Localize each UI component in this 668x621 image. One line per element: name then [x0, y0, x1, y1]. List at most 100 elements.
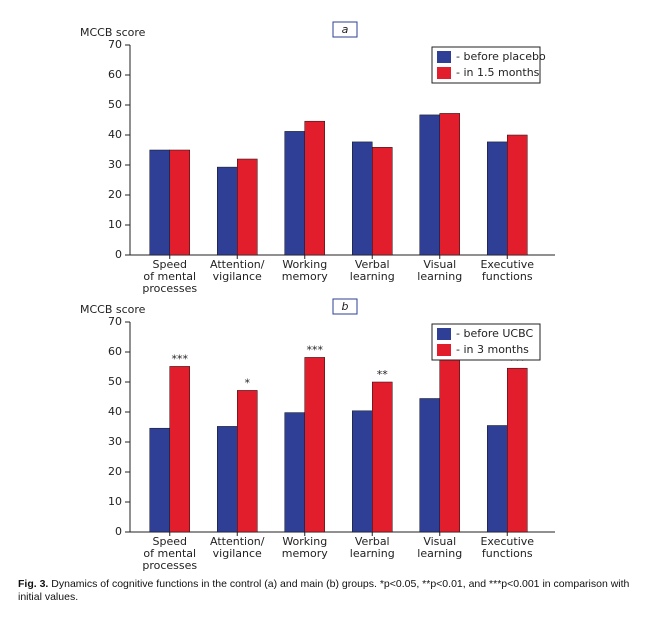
- text-line: 40: [108, 405, 122, 418]
- y-tick-label: 20: [108, 188, 122, 201]
- text-line: 10: [108, 218, 122, 231]
- text-line: **: [377, 368, 389, 381]
- text-line: b: [342, 300, 349, 313]
- text-line: Visual: [423, 535, 456, 548]
- legend-swatch: [437, 344, 451, 356]
- text-line: learning: [417, 270, 462, 283]
- text-line: 0: [115, 525, 122, 538]
- y-tick-label: 40: [108, 128, 122, 141]
- bar: [352, 410, 373, 533]
- text-line: 30: [108, 158, 122, 171]
- bar: [372, 147, 393, 256]
- caption-label: Fig. 3.: [18, 578, 49, 590]
- significance-label: **: [377, 368, 389, 381]
- panel-box: [332, 298, 358, 315]
- text-line: of mental: [143, 547, 196, 560]
- text-line: processes: [142, 559, 197, 572]
- legend-swatch: [437, 67, 451, 79]
- text-line: Working: [282, 535, 327, 548]
- text-line: vigilance: [213, 270, 262, 283]
- text-line: 60: [108, 345, 122, 358]
- bar: [372, 381, 393, 533]
- bar: [284, 131, 305, 256]
- bar: [217, 426, 238, 533]
- text-line: 50: [108, 375, 122, 388]
- caption-text: Dynamics of cognitive functions in the c…: [18, 578, 630, 603]
- x-tick-label: Verbal learning: [350, 258, 395, 283]
- text-line: learning: [350, 547, 395, 560]
- x-tick-label: Visual learning: [417, 535, 462, 560]
- text-line: ***: [307, 343, 324, 356]
- text-line: learning: [350, 270, 395, 283]
- text-line: memory: [282, 547, 328, 560]
- x-tick-label: Verbal learning: [350, 535, 395, 560]
- x-tick-label: Attention/vigilance: [210, 258, 265, 283]
- text-line: 70: [108, 38, 122, 51]
- legend-swatch: [437, 51, 451, 63]
- text-line: 0: [115, 248, 122, 261]
- legend-swatch: [437, 328, 451, 340]
- bar: [439, 345, 460, 533]
- y-tick-label: 30: [108, 435, 122, 448]
- bar: [169, 149, 190, 256]
- text-line: functions: [482, 547, 533, 560]
- text-line: ***: [172, 352, 189, 365]
- x-tick-label: Visual learning: [417, 258, 462, 283]
- x-tick-label: Executive functions: [480, 258, 534, 283]
- x-tick-label: Working memory: [282, 258, 328, 283]
- text-line: functions: [482, 270, 533, 283]
- text-line: - in 1.5 months: [456, 66, 540, 79]
- text-line: Verbal: [355, 258, 390, 271]
- text-line: - before placebo: [456, 50, 546, 63]
- y-tick-label: 30: [108, 158, 122, 171]
- panel-box: [332, 21, 358, 38]
- text-line: Attention/: [210, 535, 265, 548]
- x-tick-label: Working memory: [282, 535, 328, 560]
- bar: [352, 141, 373, 256]
- y-tick-label: 70: [108, 315, 122, 328]
- panel-label: b: [342, 300, 349, 313]
- x-tick-label: Executive functions: [480, 535, 534, 560]
- y-tick-label: 60: [108, 68, 122, 81]
- y-tick-label: 40: [108, 405, 122, 418]
- y-tick-label: 10: [108, 218, 122, 231]
- significance-label: ***: [307, 343, 324, 356]
- bar: [149, 427, 170, 533]
- text-line: Speed: [153, 258, 187, 271]
- bar: [439, 113, 460, 256]
- text-line: of mental: [143, 270, 196, 283]
- text-line: Executive: [480, 535, 534, 548]
- bar: [419, 398, 440, 533]
- text-line: 70: [108, 315, 122, 328]
- caption: Fig. 3. Dynamics of cognitive functions …: [18, 578, 653, 604]
- significance-label: ***: [172, 352, 189, 365]
- legend-label: - in 3 months: [456, 343, 529, 356]
- y-axis-label: MCCB score: [80, 26, 146, 39]
- text-line: MCCB score: [80, 303, 146, 316]
- text-line: Visual: [423, 258, 456, 271]
- y-tick-label: 50: [108, 98, 122, 111]
- bar: [284, 412, 305, 533]
- text-line: - before UCBC: [456, 327, 533, 340]
- x-tick-label: Attention/vigilance: [210, 535, 265, 560]
- legend-label: - in 1.5 months: [456, 66, 540, 79]
- text-line: 20: [108, 188, 122, 201]
- text-line: memory: [282, 270, 328, 283]
- y-tick-label: 20: [108, 465, 122, 478]
- y-tick-label: 0: [115, 248, 122, 261]
- bar: [237, 158, 258, 256]
- bar: [237, 390, 258, 533]
- bar: [507, 367, 528, 533]
- bar: [304, 357, 325, 533]
- y-tick-label: 10: [108, 495, 122, 508]
- y-axis-label: MCCB score: [80, 303, 146, 316]
- text-line: MCCB score: [80, 26, 146, 39]
- text-line: Executive: [480, 258, 534, 271]
- text-line: 50: [108, 98, 122, 111]
- text-line: Verbal: [355, 535, 390, 548]
- text-line: Attention/: [210, 258, 265, 271]
- y-tick-label: 0: [115, 525, 122, 538]
- y-tick-label: 50: [108, 375, 122, 388]
